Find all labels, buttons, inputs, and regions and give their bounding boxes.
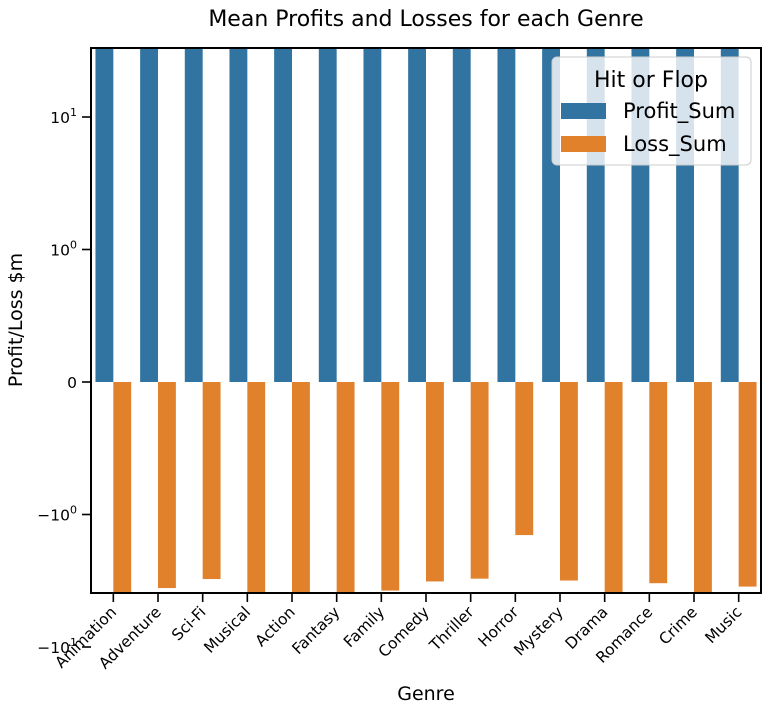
profit-bar-animation [95, 48, 114, 382]
profit-bar-thriller [452, 48, 471, 382]
y-tick-label: −100 [37, 504, 77, 525]
x-axis-label: Genre [397, 683, 455, 705]
loss-bar-drama [604, 382, 623, 593]
loss-bar-sci-fi [202, 382, 221, 580]
profit-bar-action [274, 48, 292, 382]
y-tick-label: −101 [37, 636, 77, 657]
plot-area [95, 48, 757, 593]
y-tick-label: 101 [50, 106, 77, 127]
legend-swatch-loss [561, 136, 606, 152]
x-tick-label: Crime [655, 603, 700, 648]
x-tick-label: Fantasy [289, 603, 344, 658]
loss-bar-musical [247, 382, 266, 593]
legend-label-profit: Profit_Sum [623, 99, 735, 124]
loss-bar-crime [694, 382, 712, 593]
x-tick-label: Music [702, 603, 746, 647]
x-tick-label: Musical [200, 603, 254, 657]
y-tick-label: 0 [67, 374, 77, 392]
plot-frame [90, 47, 762, 594]
loss-bar-fantasy [336, 382, 355, 593]
loss-bar-romance [649, 382, 668, 584]
profit-bar-adventure [140, 48, 158, 382]
legend-title: Hit or Flop [594, 68, 708, 93]
x-tick-label: Sci-Fi [168, 603, 209, 644]
legend: Hit or Flop Profit_Sum Loss_Sum [551, 56, 752, 166]
loss-bar-family [381, 382, 400, 591]
loss-bar-thriller [470, 382, 489, 579]
loss-bar-comedy [426, 382, 444, 582]
profit-bar-comedy [408, 48, 426, 382]
legend-label-loss: Loss_Sum [623, 132, 727, 157]
profit-bar-sci-fi [184, 48, 203, 382]
profit-bar-fantasy [318, 48, 337, 382]
profit-bar-musical [229, 48, 248, 382]
x-tick-label: Thriller [426, 603, 478, 655]
y-axis-ticks: 1021011000−100−101 [37, 106, 91, 657]
y-tick-label: 100 [50, 239, 77, 260]
x-tick-label: Mystery [510, 603, 566, 659]
loss-bar-action [292, 382, 310, 593]
chart-title: Mean Profits and Losses for each Genre [208, 7, 643, 32]
loss-bar-music [738, 382, 757, 587]
y-axis-label: Profit/Loss $m [5, 253, 27, 387]
profit-bar-horror [497, 48, 516, 382]
loss-bar-horror [515, 382, 534, 536]
legend-swatch-profit [561, 103, 606, 119]
profit-bar-family [363, 48, 382, 382]
loss-bar-mystery [560, 382, 578, 581]
loss-bar-adventure [158, 382, 176, 589]
loss-bar-animation [113, 382, 132, 593]
